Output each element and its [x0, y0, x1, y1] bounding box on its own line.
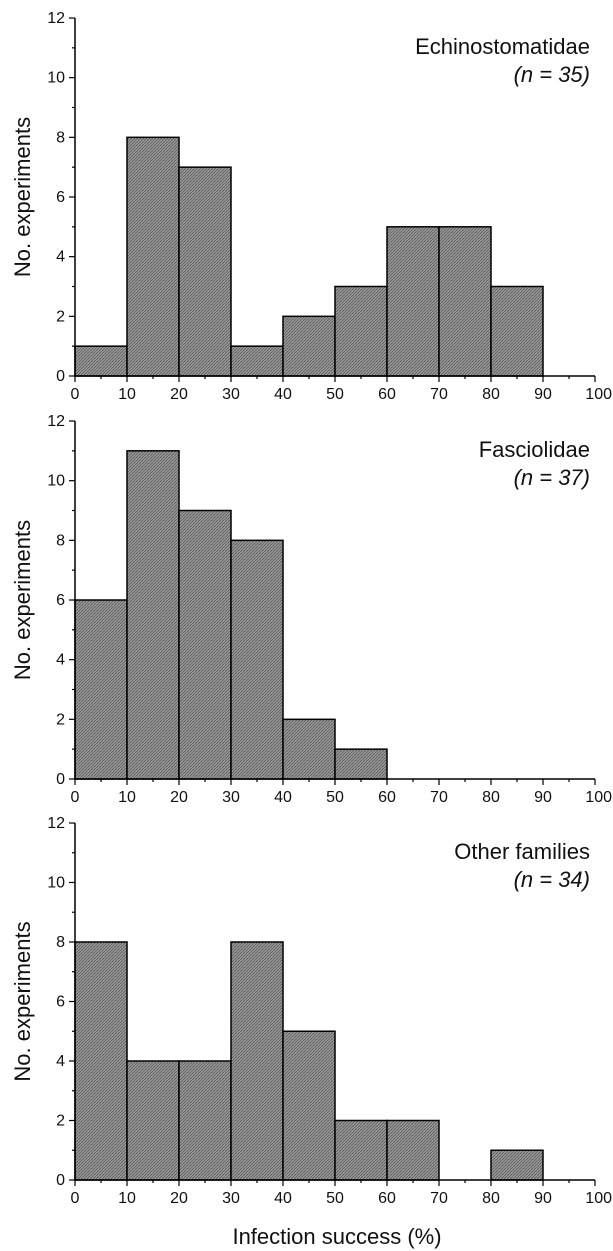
x-tick-label: 70	[430, 789, 448, 806]
panel-title: Echinostomatidae	[415, 34, 590, 59]
x-tick-label: 70	[430, 1190, 448, 1207]
histogram-bar	[230, 941, 284, 1181]
x-tick-label: 90	[534, 386, 552, 403]
histogram-bar	[282, 1030, 336, 1181]
y-tick-label: 4	[56, 1053, 65, 1070]
histogram-panel-2: 0 2 4 6 8 10 12 0 10 20 30 40 50 60 70 80 90 100 No. exper…	[10, 413, 612, 806]
x-tick-label: 10	[118, 789, 136, 806]
x-tick-label: 80	[482, 386, 500, 403]
x-tick-label: 20	[170, 1190, 188, 1207]
y-axis-title: No. experiments	[10, 520, 35, 680]
x-tick-label: 80	[482, 1190, 500, 1207]
x-tick-label: 30	[222, 386, 240, 403]
x-tick-label: 40	[274, 1190, 292, 1207]
y-tick-label: 2	[56, 1113, 65, 1130]
y-tick-label: 4	[56, 652, 65, 669]
y-tick-label: 4	[56, 249, 65, 266]
x-axis-title: Infection success (%)	[232, 1224, 441, 1249]
histogram-bar	[334, 748, 388, 780]
histogram-bar	[230, 345, 284, 377]
histogram-bar	[490, 285, 544, 377]
x-tick-label: 30	[222, 789, 240, 806]
y-tick-label: 0	[56, 368, 65, 385]
y-tick-label: 8	[56, 934, 65, 951]
histogram-bar	[178, 166, 232, 377]
histogram-bar	[490, 1149, 544, 1181]
panel-sample-size: (n = 34)	[514, 867, 590, 892]
histogram-bar	[178, 509, 232, 780]
y-tick-label: 8	[56, 129, 65, 146]
histogram-bar	[126, 1060, 180, 1181]
y-tick-label: 0	[56, 771, 65, 788]
histogram-bar	[334, 1119, 388, 1181]
x-tick-label: 10	[118, 1190, 136, 1207]
x-tick-label: 90	[534, 1190, 552, 1207]
histogram-bar	[74, 599, 128, 780]
y-tick-label: 10	[47, 70, 65, 87]
histogram-bar	[386, 1119, 440, 1181]
y-tick-label: 2	[56, 308, 65, 325]
histogram-bar	[386, 226, 440, 377]
histogram-panel-1: 0 2 4 6 8 10 12 0 10 20 30 40 50 60 70 80 90 100 No. exper…	[10, 10, 612, 403]
histogram-bar	[282, 315, 336, 377]
y-axis-title: No. experiments	[10, 117, 35, 277]
x-tick-label: 50	[326, 386, 344, 403]
x-tick-label: 70	[430, 386, 448, 403]
panel-sample-size: (n = 37)	[514, 465, 590, 490]
y-tick-label: 2	[56, 711, 65, 728]
x-tick-label: 100	[585, 1190, 612, 1207]
y-tick-label: 6	[56, 592, 65, 609]
x-tick-label: 60	[378, 386, 396, 403]
y-tick-label: 12	[47, 413, 65, 430]
x-tick-label: 80	[482, 789, 500, 806]
y-tick-label: 6	[56, 189, 65, 206]
histogram-bar	[74, 941, 128, 1181]
histogram-bar	[282, 718, 336, 780]
y-axis-title: No. experiments	[10, 921, 35, 1081]
x-tick-label: 100	[585, 789, 612, 806]
x-tick-label: 100	[585, 386, 612, 403]
x-tick-label: 60	[378, 789, 396, 806]
y-tick-label: 12	[47, 815, 65, 832]
panel-title: Fasciolidae	[479, 437, 590, 462]
panel-sample-size: (n = 35)	[514, 62, 590, 87]
histogram-bar	[126, 136, 180, 377]
x-tick-label: 0	[71, 1190, 80, 1207]
histogram-bar	[230, 539, 284, 780]
x-tick-label: 0	[71, 789, 80, 806]
y-tick-label: 8	[56, 532, 65, 549]
y-tick-label: 0	[56, 1172, 65, 1189]
histogram-bar	[334, 285, 388, 377]
x-tick-label: 90	[534, 789, 552, 806]
x-tick-label: 20	[170, 789, 188, 806]
y-tick-label: 10	[47, 875, 65, 892]
x-tick-label: 50	[326, 789, 344, 806]
x-tick-label: 30	[222, 1190, 240, 1207]
x-tick-label: 20	[170, 386, 188, 403]
y-tick-label: 12	[47, 10, 65, 27]
x-tick-label: 40	[274, 386, 292, 403]
y-tick-label: 10	[47, 473, 65, 490]
x-tick-label: 10	[118, 386, 136, 403]
x-tick-label: 0	[71, 386, 80, 403]
x-tick-label: 50	[326, 1190, 344, 1207]
histogram-panel-3: 0 2 4 6 8 10 12 0 10 20 30 40 50 60 70 80 90 100 No. exper…	[10, 815, 612, 1207]
x-tick-label: 40	[274, 789, 292, 806]
x-tick-label: 60	[378, 1190, 396, 1207]
panel-title: Other families	[454, 839, 590, 864]
histogram-bar	[74, 345, 128, 377]
histogram-bar	[126, 450, 180, 780]
y-tick-label: 6	[56, 994, 65, 1011]
histogram-bar	[178, 1060, 232, 1181]
histogram-bar	[438, 226, 492, 377]
